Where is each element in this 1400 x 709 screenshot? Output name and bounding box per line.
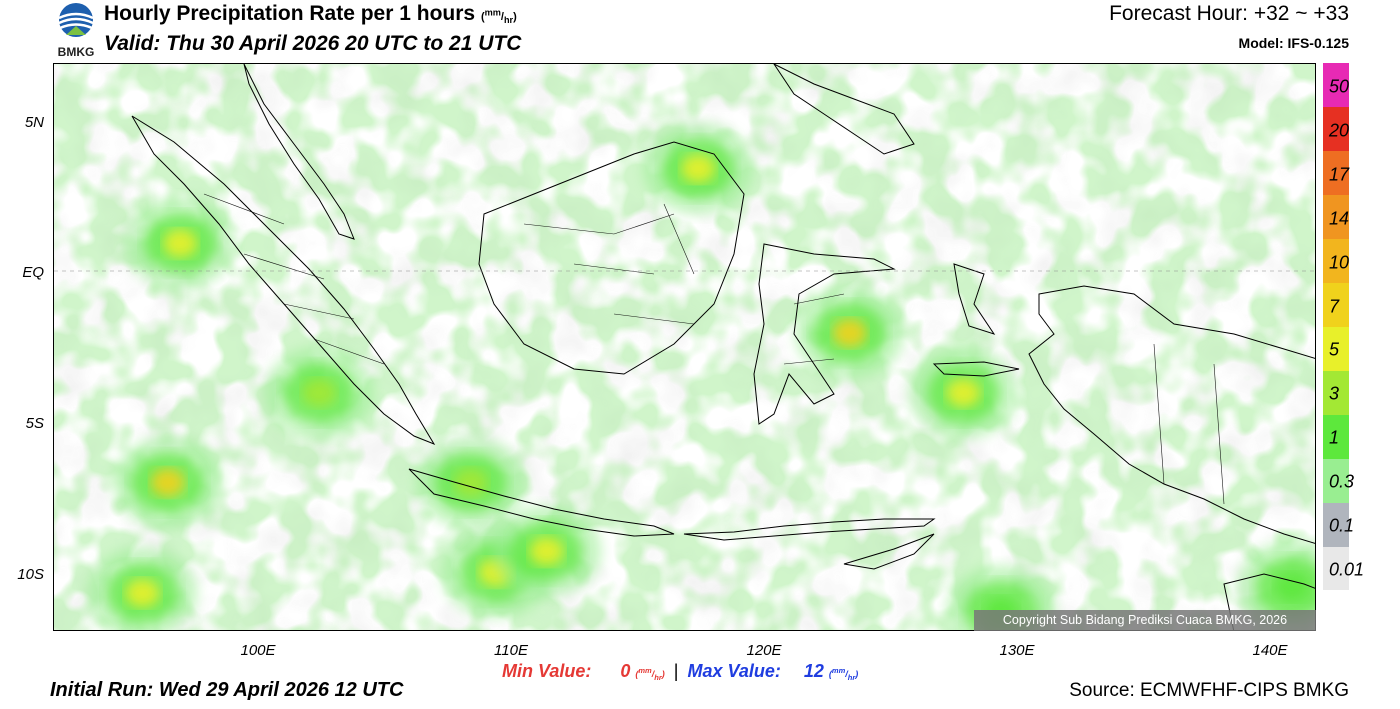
lon-label-140e: 140E xyxy=(1252,642,1288,659)
rain-cell xyxy=(163,229,198,258)
title-unit: (mm/hr) xyxy=(480,7,517,26)
map-canvas xyxy=(54,64,1315,630)
rain-cell xyxy=(150,468,185,497)
sulawesi-coast xyxy=(753,243,896,425)
maluku-coast xyxy=(953,263,996,335)
rain-cell xyxy=(302,378,337,407)
min-max-separator: | xyxy=(673,661,679,681)
max-label: Max Value: xyxy=(687,661,781,681)
logo-text: BMKG xyxy=(58,45,95,59)
colorbar-segment xyxy=(1323,150,1349,196)
australia-coast xyxy=(1223,573,1315,630)
precipitation-map xyxy=(53,63,1316,631)
rain-cell xyxy=(125,579,160,608)
malay-peninsula-coast xyxy=(243,64,355,240)
philippines-coast xyxy=(773,64,915,155)
colorbar-label: 5 xyxy=(1329,339,1340,360)
forecast-hour: Forecast Hour: +32 ~ +33 xyxy=(1109,2,1349,25)
colorbar-segment xyxy=(1323,106,1349,152)
colorbar-segment xyxy=(1323,502,1349,547)
rain-cell xyxy=(453,468,488,497)
colorbar-segment xyxy=(1323,194,1349,240)
colorbar-segment xyxy=(1323,282,1349,327)
title-text: Hourly Precipitation Rate per 1 hours xyxy=(104,2,476,25)
lat-label-10s: 10S xyxy=(17,566,44,583)
min-label: Min Value: xyxy=(502,661,592,681)
colorbar xyxy=(1323,63,1349,591)
colorbar-label: 20 xyxy=(1329,120,1350,141)
colorbar-label: 7 xyxy=(1329,296,1340,317)
bmkg-logo: BMKG xyxy=(50,2,102,60)
colorbar-label: 0.3 xyxy=(1329,471,1355,492)
initial-run: Initial Run: Wed 29 April 2026 12 UTC xyxy=(50,679,404,701)
lon-label-120e: 120E xyxy=(746,642,782,659)
colorbar-segment xyxy=(1323,326,1349,371)
lat-label-5s: 5S xyxy=(25,415,44,432)
colorbar-segment xyxy=(1323,238,1349,284)
lon-label-130e: 130E xyxy=(999,642,1035,659)
data-source: Source: ECMWFHF-CIPS BMKG xyxy=(1069,680,1349,701)
max-unit: (mm/hr) xyxy=(828,666,859,682)
colorbar-segment xyxy=(1323,63,1349,108)
colorbar-segment xyxy=(1323,458,1349,503)
min-unit: (mm/hr) xyxy=(635,666,665,682)
rain-cell xyxy=(681,154,715,183)
lat-label-eq: EQ xyxy=(22,264,44,281)
rain-cell xyxy=(832,319,867,348)
colorbar-label: 14 xyxy=(1329,208,1350,229)
colorbar-label: 0.1 xyxy=(1329,515,1355,536)
colorbar-segment xyxy=(1323,370,1349,415)
coastlines xyxy=(131,64,1315,630)
colorbar-label: 17 xyxy=(1329,164,1350,185)
colorbar-label: 1 xyxy=(1329,427,1340,448)
nusa-tenggara-coast xyxy=(683,518,936,541)
java-coast xyxy=(408,468,675,537)
min-value: 0 xyxy=(620,661,631,681)
rain-cell xyxy=(1274,573,1309,602)
borneo-coast xyxy=(478,141,745,375)
min-max-summary: Min Value: 0 (mm/hr) | Max Value: 12 (mm… xyxy=(502,661,858,682)
colorbar-label: 0.01 xyxy=(1329,559,1365,580)
sumatra-coast xyxy=(131,115,436,446)
colorbar-label: 10 xyxy=(1329,252,1350,273)
seram-coast xyxy=(932,361,1020,377)
colorbar-label: 3 xyxy=(1329,383,1340,404)
max-value: 12 xyxy=(803,661,824,681)
lat-label-5n: 5N xyxy=(24,114,44,131)
papua-coast xyxy=(1028,285,1315,544)
valid-time: Valid: Thu 30 April 2026 20 UTC to 21 UT… xyxy=(104,32,522,55)
copyright-banner: Copyright Sub Bidang Prediksi Cuaca BMKG… xyxy=(974,610,1316,631)
page-title: Hourly Precipitation Rate per 1 hours (m… xyxy=(104,2,517,26)
lon-label-110e: 110E xyxy=(494,642,528,659)
rain-cell xyxy=(946,378,981,407)
rain-cell xyxy=(529,537,564,566)
rain-hotspots xyxy=(87,122,1315,630)
province-borders xyxy=(203,193,1225,505)
colorbar-segment xyxy=(1323,546,1349,591)
lon-label-100e: 100E xyxy=(240,642,276,659)
model-name: Model: IFS-0.125 xyxy=(1238,35,1349,51)
colorbar-label: 50 xyxy=(1329,76,1350,97)
colorbar-segment xyxy=(1323,414,1349,459)
timor-coast xyxy=(843,533,935,570)
